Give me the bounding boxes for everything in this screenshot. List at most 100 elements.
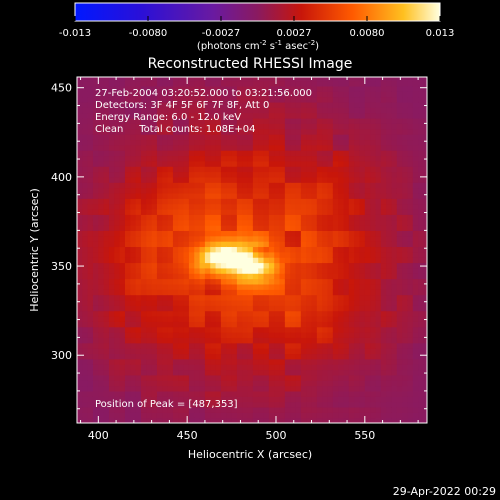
heatmap-cell <box>418 176 425 183</box>
heatmap-cell <box>364 273 371 280</box>
heatmap-cell <box>402 171 409 178</box>
heatmap-cell <box>236 294 243 301</box>
heatmap-cell <box>380 251 387 258</box>
heatmap-cell <box>162 123 169 130</box>
heatmap-cell <box>396 390 403 397</box>
heatmap-cell <box>87 187 94 194</box>
heatmap-cell <box>77 182 83 189</box>
heatmap-cell <box>103 134 110 141</box>
heatmap-cell <box>375 241 382 248</box>
heatmap-cell <box>92 144 99 151</box>
heatmap-cell <box>359 332 366 338</box>
heatmap-cell <box>300 321 307 328</box>
heatmap-cell <box>172 112 179 119</box>
heatmap-cell <box>396 321 403 328</box>
heatmap-cell <box>140 225 147 231</box>
heatmap-cell <box>375 225 382 231</box>
heatmap-cell <box>274 182 281 189</box>
heatmap-cell <box>167 369 174 376</box>
heatmap-cell <box>311 289 318 296</box>
heatmap-cell <box>391 128 398 135</box>
heatmap-cell <box>178 187 185 194</box>
heatmap-cell <box>108 315 115 322</box>
heatmap-cell <box>322 353 329 360</box>
heatmap-cell <box>236 225 243 231</box>
heatmap-cell <box>391 310 398 317</box>
heatmap-cell <box>146 278 153 285</box>
heatmap-cell <box>327 235 334 242</box>
heatmap-cell <box>391 96 398 103</box>
heatmap-cell <box>391 273 398 280</box>
heatmap-cell <box>311 257 318 264</box>
heatmap-cell <box>375 364 382 371</box>
heatmap-cell <box>354 155 361 162</box>
heatmap-cell <box>247 294 254 301</box>
heatmap-cell <box>295 112 302 119</box>
heatmap-cell <box>252 321 259 328</box>
heatmap-cell <box>380 225 387 231</box>
heatmap-cell <box>242 128 249 135</box>
heatmap-cell <box>284 401 291 408</box>
heatmap-cell <box>151 235 158 242</box>
heatmap-cell <box>199 214 206 221</box>
heatmap-cell <box>332 299 339 306</box>
heatmap-cell <box>338 283 345 290</box>
heatmap-cell <box>311 251 318 258</box>
heatmap-cell <box>327 342 334 349</box>
heatmap-cell <box>370 101 377 108</box>
heatmap-cell <box>423 406 427 413</box>
heatmap-cell <box>268 198 275 205</box>
heatmap-cell <box>82 305 89 312</box>
heatmap-cell <box>284 187 291 194</box>
heatmap-cell <box>220 315 227 322</box>
heatmap-cell <box>220 257 227 264</box>
heatmap-cell <box>156 246 163 253</box>
heatmap-cell <box>135 385 142 392</box>
heatmap-cell <box>247 150 254 157</box>
heatmap-cell <box>188 267 195 274</box>
heatmap-cell <box>412 85 419 92</box>
heatmap-cell <box>402 118 409 124</box>
heatmap-cell <box>332 353 339 360</box>
heatmap-cell <box>418 91 425 98</box>
heatmap-cell <box>242 241 249 248</box>
heatmap-cell <box>423 305 427 312</box>
heatmap-cell <box>380 358 387 365</box>
heatmap-cell <box>130 353 137 360</box>
heatmap-cell <box>124 77 131 82</box>
heatmap-cell <box>87 257 94 264</box>
heatmap-cell <box>274 326 281 333</box>
heatmap-cell <box>402 101 409 108</box>
heatmap-cell <box>290 417 297 423</box>
heatmap-cell <box>322 166 329 173</box>
heatmap-cell <box>274 123 281 130</box>
heatmap-cell <box>402 358 409 365</box>
heatmap-cell <box>167 412 174 419</box>
heatmap-cell <box>284 358 291 365</box>
heatmap-cell <box>380 401 387 408</box>
heatmap-cell <box>188 214 195 221</box>
heatmap-cell <box>338 214 345 221</box>
heatmap-cell <box>167 214 174 221</box>
heatmap-cell <box>103 353 110 360</box>
heatmap-cell <box>274 176 281 183</box>
heatmap-cell <box>391 342 398 349</box>
heatmap-cell <box>412 315 419 322</box>
heatmap-cell <box>204 139 211 146</box>
heatmap-cell <box>290 139 297 146</box>
heatmap-cell <box>338 155 345 162</box>
heatmap-cell <box>92 101 99 108</box>
heatmap-cell <box>290 118 297 124</box>
heatmap-cell <box>279 187 286 194</box>
heatmap-cell <box>210 278 217 285</box>
heatmap-cell <box>108 107 115 114</box>
heatmap-cell <box>300 225 307 231</box>
heatmap-cell <box>146 283 153 290</box>
heatmap-cell <box>418 112 425 119</box>
heatmap-cell <box>268 128 275 135</box>
heatmap-cell <box>119 310 126 317</box>
heatmap-cell <box>242 144 249 151</box>
heatmap-cell <box>407 96 414 103</box>
heatmap-cell <box>183 171 190 178</box>
heatmap-cell <box>119 417 126 423</box>
